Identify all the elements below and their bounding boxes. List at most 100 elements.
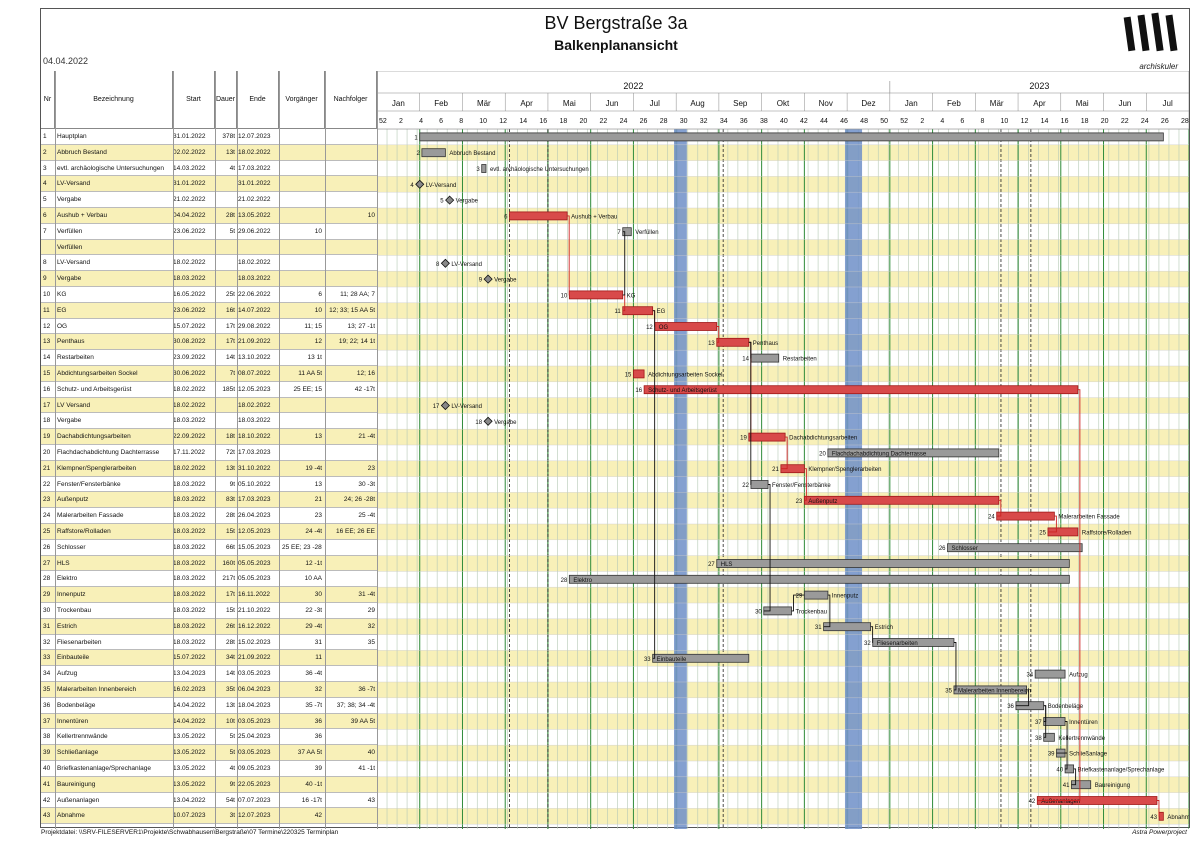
row-nachfolger [325, 650, 375, 665]
week-label: 18 [559, 118, 567, 125]
table-row[interactable]: 6 Aushub + Verbau 04.04.2022 28t 13.05.2022 1… [41, 208, 377, 224]
table-row[interactable]: 12 OG 15.07.2022 17t 29.08.2022 11; 15 13; 27 … [41, 319, 377, 335]
col-dauer[interactable]: Dauer [215, 71, 237, 129]
row-bezeichnung: Verfüllen [57, 243, 83, 251]
table-row[interactable]: 28 Elektro 18.03.2022 217t 05.05.2023 10 AA [41, 571, 377, 588]
row-nachfolger: 39 AA 5t [350, 717, 375, 725]
row-vorgaenger: 13 1t [307, 354, 322, 362]
table-row[interactable]: 27 HLS 18.03.2022 160t 05.05.2023 12 -1t [41, 555, 377, 572]
bar-label: evtl. archäologische Untersuchungen [490, 167, 589, 173]
table-row[interactable]: 40 Briefkastenanlage/Sprechanlage 13.05.20… [41, 761, 377, 777]
table-row[interactable]: 11 EG 23.06.2022 16t 14.07.2022 10 12; 33; 15 … [41, 302, 377, 319]
table-row[interactable]: 2 Abbruch Bestand 02.02.2022 13t 18.02.2022 [41, 144, 377, 161]
table-row[interactable]: 7 Verfüllen 23.06.2022 5t 29.06.2022 10 [41, 224, 377, 240]
table-row[interactable]: 39 Schließanlage 13.05.2022 5t 03.05.2023 37 … [41, 745, 377, 761]
row-dauer: 5t [229, 227, 235, 235]
table-row[interactable]: 15 Abdichtungsarbeiten Sockel 30.06.2022 7t… [41, 366, 377, 382]
table-row[interactable]: 29 Innenputz 18.03.2022 17t 16.11.2022 30 31 -… [41, 587, 377, 603]
table-row[interactable]: 33 Einbauteile 15.07.2022 34t 21.09.2022 11 [41, 650, 377, 667]
table-row[interactable]: 16 Schutz- und Arbeitsgerüst 18.02.2022 185… [41, 382, 377, 398]
row-start: 30.06.2022 [173, 370, 206, 377]
row-bezeichnung: Abnahme [57, 812, 85, 820]
row-bezeichnung: HLS [57, 559, 70, 567]
row-nr: 4 [43, 180, 47, 188]
row-nr: 12 [43, 322, 51, 330]
row-start: 10.07.2023 [173, 812, 206, 820]
row-start: 18.02.2022 [173, 401, 206, 409]
table-row[interactable]: 36 Bodenbeläge 14.04.2022 13t 18.04.2023 35 -… [41, 698, 377, 714]
row-nr: 35 [43, 686, 51, 693]
table-row[interactable]: 4 LV-Versand 31.01.2022 31.01.2022 [41, 176, 377, 193]
table-row[interactable]: 9 Vergabe 18.03.2022 18.03.2022 [41, 271, 377, 287]
table-row[interactable]: 38 Kellertrennwände 13.05.2022 5t 25.04.2023… [41, 729, 377, 746]
task-bar [1158, 811, 1164, 821]
dependency-link [1056, 721, 1068, 754]
table-row[interactable]: 19 Dachabdichtungsarbeiten 22.09.2022 18t 18… [41, 429, 377, 445]
row-nachfolger: 16 EE; 26 EE [335, 528, 375, 535]
col-ende[interactable]: Ende [237, 71, 279, 129]
row-band [377, 587, 1189, 603]
row-ende: 26.04.2023 [238, 512, 271, 520]
week-label: 2 [399, 118, 403, 125]
month-label: Mai [563, 99, 576, 108]
row-dauer [215, 398, 235, 413]
row-nachfolger [325, 271, 375, 286]
col-start[interactable]: Start [173, 71, 215, 129]
col-nachfolger[interactable]: Nachfolger [325, 71, 377, 129]
table-row[interactable]: 13 Penthaus 30.08.2022 17t 21.09.2022 12 19; 2… [41, 334, 377, 351]
table-row[interactable]: 21 Klempner/Spenglerarbeiten 18.02.2022 13t… [41, 460, 377, 477]
table-row[interactable]: 41 Baureinigung 13.05.2022 9t 22.05.2023 40 -… [41, 776, 377, 793]
table-row[interactable]: Verfüllen [41, 239, 377, 256]
row-dauer: 28t [225, 638, 235, 646]
table-row[interactable]: 20 Flachdachabdichtung Dachterrasse 17.11.… [41, 445, 377, 461]
bar-label: Innenputz [832, 594, 858, 600]
table-row[interactable]: 18 Vergabe 18.03.2022 18.03.2022 [41, 413, 377, 430]
table-row[interactable]: 22 Fenster/Fensterbänke 18.03.2022 9t 05.10.… [41, 477, 377, 493]
row-vorgaenger [282, 145, 322, 160]
table-row[interactable]: 1 Hauptplan 31.01.2022 378t 12.07.2023 [41, 129, 377, 145]
table-row[interactable]: 34 Aufzug 13.04.2023 14t 03.05.2023 36 -4t [41, 666, 377, 682]
row-start [173, 240, 213, 255]
col-vorgaenger[interactable]: Vorgänger [279, 71, 325, 129]
row-bezeichnung: Baureinigung [57, 780, 96, 788]
col-nr[interactable]: Nr [41, 71, 55, 129]
week-label: 20 [1101, 118, 1109, 125]
task-bar [1043, 717, 1066, 726]
table-row[interactable]: 37 Innentüren 14.04.2022 10t 03.05.2023 36 39 … [41, 713, 377, 730]
bar-label: Innentüren [1069, 720, 1098, 726]
table-row[interactable]: 31 Estrich 18.03.2022 26t 16.12.2022 29 -4t 32 [41, 618, 377, 635]
table-row[interactable]: 30 Trockenbau 18.03.2022 15t 21.10.2022 22 -3… [41, 603, 377, 619]
table-row[interactable]: 42 Außenanlagen 13.04.2022 54t 07.07.2023 16 … [41, 793, 377, 809]
row-bezeichnung: Außenputz [57, 496, 89, 504]
row-nr: 28 [43, 575, 51, 583]
row-vorgaenger: 19 -4t [305, 464, 322, 472]
bar-number: 36 [1007, 704, 1014, 710]
row-nachfolger [325, 445, 375, 460]
table-row[interactable]: 43 Abnahme 10.07.2023 3t 12.07.2023 42 [41, 808, 377, 825]
row-bezeichnung: Schutz- und Arbeitsgerüst [57, 385, 132, 393]
table-row[interactable]: 32 Fliesenarbeiten 18.03.2022 28t 15.02.2023… [41, 635, 377, 651]
table-row[interactable]: 10 KG 16.05.2022 25t 22.06.2022 6 11; 28 AA; 7 [41, 287, 377, 303]
row-nr: 15 [43, 370, 51, 377]
task-bar [419, 132, 1164, 142]
week-label: 40 [780, 118, 788, 125]
row-band [377, 745, 1189, 761]
table-row[interactable]: 35 Malerarbeiten Innenbereich 16.02.2023 35… [41, 682, 377, 698]
table-row[interactable]: 26 Schlosser 18.03.2022 66t 15.05.2023 25 EE;… [41, 540, 377, 556]
table-row[interactable]: 14 Restarbeiten 23.09.2022 14t 13.10.2022 13 … [41, 350, 377, 366]
table-row[interactable]: 23 Außenputz 18.03.2022 83t 17.03.2023 21 24; … [41, 492, 377, 509]
week-label: 22 [1121, 118, 1129, 125]
table-row[interactable]: 3 evtl. archäologische Untersuchungen 14.0… [41, 161, 377, 177]
row-nachfolger: 41 -1t [358, 765, 375, 772]
table-row[interactable]: 5 Vergabe 21.02.2022 21.02.2022 [41, 192, 377, 208]
row-dauer: 14t [225, 670, 235, 678]
table-row[interactable]: 17 LV Versand 18.02.2022 18.02.2022 [41, 397, 377, 414]
col-bezeichnung[interactable]: Bezeichnung [55, 71, 173, 129]
row-nachfolger: 10 [367, 212, 375, 219]
week-label: 6 [960, 118, 964, 125]
table-row[interactable]: 25 Raffstore/Rolladen 18.03.2022 15t 12.05.2… [41, 524, 377, 540]
table-row[interactable]: 8 LV-Versand 18.02.2022 18.02.2022 [41, 255, 377, 272]
row-vorgaenger: 22 -3t [305, 607, 322, 614]
row-bezeichnung: Einbauteile [57, 654, 90, 662]
table-row[interactable]: 24 Malerarbeiten Fassade 18.03.2022 28t 26.0… [41, 508, 377, 524]
